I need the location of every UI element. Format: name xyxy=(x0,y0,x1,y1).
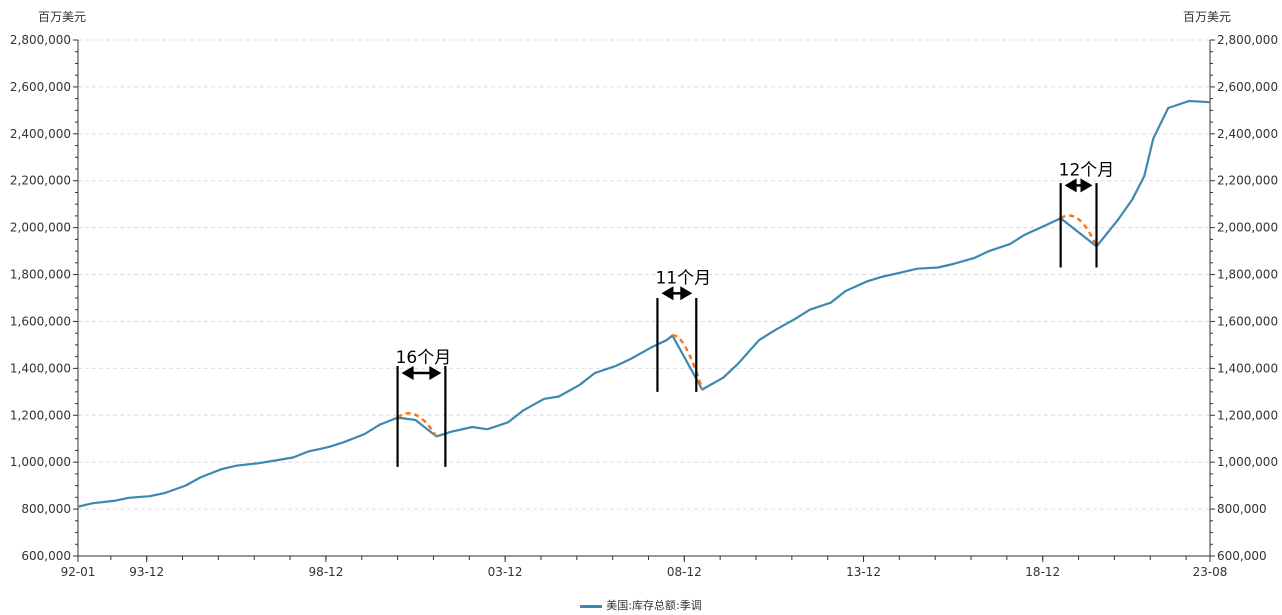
x-tick-label: 18-12 xyxy=(1025,565,1060,579)
y-tick-label-right: 2,200,000 xyxy=(1217,174,1278,188)
x-tick-label: 13-12 xyxy=(846,565,881,579)
y-tick-label-left: 1,800,000 xyxy=(10,268,71,282)
y-tick-label-right: 1,600,000 xyxy=(1217,314,1278,328)
y-tick-label-left: 2,600,000 xyxy=(10,80,71,94)
y-tick-label-left: 2,200,000 xyxy=(10,174,71,188)
y-tick-label-right: 1,400,000 xyxy=(1217,361,1278,375)
y-tick-label-right: 2,400,000 xyxy=(1217,127,1278,141)
y-tick-label-right: 1,800,000 xyxy=(1217,268,1278,282)
y-tick-label-left: 2,000,000 xyxy=(10,221,71,235)
grid-lines xyxy=(78,39,1210,510)
annotation-arrow-right-head xyxy=(429,366,442,381)
annotation-arrow-right-head xyxy=(680,286,693,301)
y-tick-label-left: 800,000 xyxy=(21,502,71,516)
y-tick-label-right: 1,000,000 xyxy=(1217,455,1278,469)
dashed-segment xyxy=(1059,214,1098,247)
y-tick-label-right: 2,000,000 xyxy=(1217,221,1278,235)
right-axis-unit: 百万美元 xyxy=(1183,10,1232,24)
annotation-arrow-left-head xyxy=(661,286,674,301)
legend-swatch xyxy=(580,604,603,608)
x-tick-label: 93-12 xyxy=(129,565,164,579)
y-tick-label-right: 1,200,000 xyxy=(1217,408,1278,422)
x-tick-label: 03-12 xyxy=(488,565,523,579)
annotation-arrow-left-head xyxy=(1064,178,1077,193)
legend-label: 美国:库存总额:季调 xyxy=(606,599,702,612)
x-tick-label: 92-01 xyxy=(61,565,96,579)
annotation-layer: 16个月 11个月 12个月 xyxy=(396,160,1115,467)
y-tick-label-right: 600,000 xyxy=(1217,549,1267,563)
y-tick-label-left: 600,000 xyxy=(21,549,71,563)
series-line xyxy=(77,99,1211,508)
annotation-label: 12个月 xyxy=(1059,160,1115,180)
annotation-label: 11个月 xyxy=(655,268,711,288)
annotation-label: 16个月 xyxy=(396,348,452,368)
x-tick-label: 98-12 xyxy=(308,565,343,579)
x-tick-label: 23-08 xyxy=(1193,565,1228,579)
axes: 600,000 600,000 800,000 800,000 1,000,000 1,0… xyxy=(10,33,1278,579)
legend[interactable]: 美国:库存总额:季调 xyxy=(0,597,1282,613)
y-tick-label-left: 1,200,000 xyxy=(10,408,71,422)
y-tick-label-left: 1,400,000 xyxy=(10,361,71,375)
y-tick-label-right: 800,000 xyxy=(1217,502,1267,516)
series-layer xyxy=(77,99,1211,508)
y-tick-label-left: 1,000,000 xyxy=(10,455,71,469)
y-tick-label-left: 2,400,000 xyxy=(10,127,71,141)
annotation-arrow-left-head xyxy=(401,366,414,381)
x-tick-label: 08-12 xyxy=(667,565,702,579)
annotation-arrow-right-head xyxy=(1080,178,1093,193)
y-tick-label-left: 2,800,000 xyxy=(10,33,71,47)
y-tick-label-right: 2,800,000 xyxy=(1217,33,1278,47)
left-axis-unit: 百万美元 xyxy=(38,10,87,24)
dashed-segment xyxy=(396,412,438,438)
dashed-segment xyxy=(672,334,704,390)
y-tick-label-left: 1,600,000 xyxy=(10,314,71,328)
y-tick-label-right: 2,600,000 xyxy=(1217,80,1278,94)
